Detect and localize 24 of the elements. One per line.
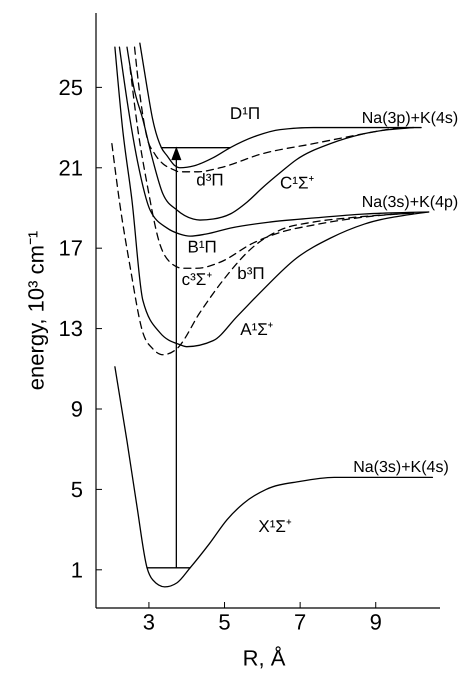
series-label: A¹Σ⁺ [240,320,274,340]
series-label: X¹Σ⁺ [258,517,292,536]
y-tick-label: 5 [70,476,83,502]
annotation: Na(3s)+K(4p) [362,194,458,211]
x-axis-title: R, Å [242,646,286,670]
series-label: d³Π [196,170,224,190]
annotation: Na(3s)+K(4s) [353,459,449,476]
y-tick-label: 1 [70,557,83,582]
series-label: D¹Π [230,104,260,124]
x-tick-label: 5 [218,610,231,634]
y-tick-label: 9 [70,396,83,422]
y-tick-label: 13 [58,316,83,342]
x-tick-label: 9 [370,610,382,634]
y-tick-label: 17 [58,236,83,261]
series-label: b³Π [237,264,265,283]
annotation: Na(3p)+K(4s) [362,110,458,127]
series-label: B¹Π [187,238,217,257]
y-tick-label: 21 [58,155,83,180]
x-tick-label: 7 [294,610,306,634]
y-tick-label: 25 [58,74,83,100]
x-tick-label: 3 [142,610,156,634]
series-label: C¹Σ⁺ [280,173,314,192]
y-axis-title: energy, 10³ cm⁻¹ [24,230,48,390]
series-label: c³Σ⁺ [182,270,212,289]
